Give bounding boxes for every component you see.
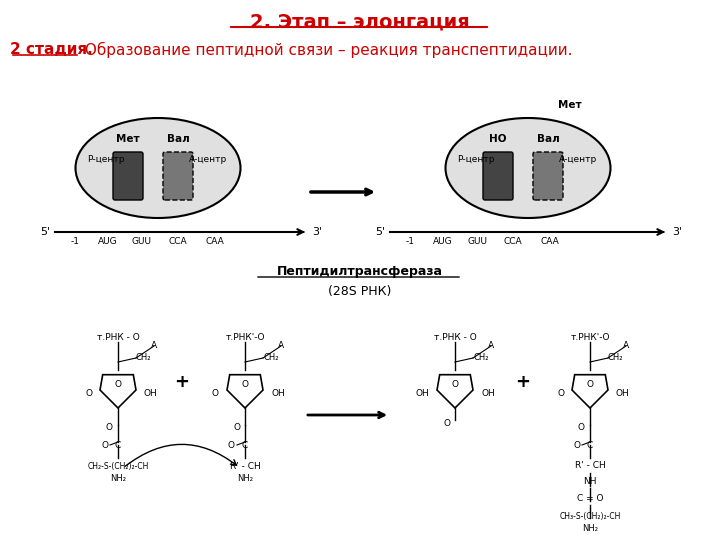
- Text: O: O: [114, 381, 122, 389]
- Text: OH: OH: [481, 389, 495, 399]
- Text: O: O: [443, 418, 450, 428]
- Text: НО: НО: [490, 134, 507, 144]
- Text: R' - CH: R' - CH: [230, 462, 261, 471]
- Text: CH₂: CH₂: [473, 354, 488, 362]
- Text: OH: OH: [616, 389, 630, 399]
- Text: +: +: [515, 373, 530, 391]
- Text: (28S РНК): (28S РНК): [328, 286, 392, 299]
- Text: Пептидилтрансфераза: Пептидилтрансфераза: [277, 266, 443, 279]
- Text: NH: NH: [583, 477, 597, 486]
- Text: CAA: CAA: [206, 238, 225, 246]
- Text: C: C: [587, 441, 593, 449]
- Text: CCA: CCA: [168, 238, 187, 246]
- FancyBboxPatch shape: [113, 152, 143, 200]
- Text: O: O: [241, 381, 248, 389]
- Text: O: O: [106, 423, 113, 433]
- Text: 5': 5': [375, 227, 385, 237]
- Text: O: O: [573, 441, 580, 449]
- Text: A: A: [488, 341, 494, 350]
- Text: -1: -1: [405, 238, 415, 246]
- Text: O: O: [212, 389, 219, 399]
- Text: O: O: [101, 441, 108, 449]
- Text: A: A: [278, 341, 284, 350]
- FancyBboxPatch shape: [533, 152, 563, 200]
- Text: А-центр: А-центр: [559, 156, 597, 165]
- Polygon shape: [227, 375, 263, 408]
- Text: OH: OH: [144, 389, 158, 399]
- Text: O: O: [451, 381, 459, 389]
- Text: C = O: C = O: [577, 494, 603, 503]
- Text: 2 стадия.: 2 стадия.: [10, 43, 93, 57]
- Text: CH₂-S-(CH₂)₂-CH: CH₂-S-(CH₂)₂-CH: [87, 462, 149, 471]
- Text: OH: OH: [271, 389, 284, 399]
- Text: A: A: [623, 341, 629, 350]
- Text: C: C: [242, 441, 248, 449]
- Text: NH₂: NH₂: [110, 474, 126, 483]
- Text: GUU: GUU: [467, 238, 487, 246]
- Text: т.РНК - О: т.РНК - О: [433, 333, 477, 342]
- Text: 3': 3': [312, 227, 322, 237]
- Text: т.РНК - О: т.РНК - О: [96, 333, 140, 342]
- Ellipse shape: [76, 118, 240, 218]
- Text: 5': 5': [40, 227, 50, 237]
- Text: Мет: Мет: [116, 134, 140, 144]
- Text: т.РНК'-О: т.РНК'-О: [570, 333, 610, 342]
- Text: AUG: AUG: [98, 238, 118, 246]
- Text: CH₂: CH₂: [136, 354, 151, 362]
- Text: Р-центр: Р-центр: [87, 156, 125, 165]
- Polygon shape: [572, 375, 608, 408]
- Text: 2. Этап – элонгация: 2. Этап – элонгация: [250, 12, 470, 31]
- Text: CAA: CAA: [541, 238, 559, 246]
- Text: CH₃-S-(CH₂)₂-CH: CH₃-S-(CH₂)₂-CH: [559, 512, 621, 521]
- Text: O: O: [85, 389, 92, 399]
- Text: Образование пептидной связи – реакция транспептидации.: Образование пептидной связи – реакция тр…: [80, 42, 572, 58]
- Text: т.РНК'-О: т.РНК'-О: [225, 333, 265, 342]
- Text: R' - CH: R' - CH: [575, 461, 606, 470]
- Text: AUG: AUG: [433, 238, 453, 246]
- Text: -1: -1: [71, 238, 79, 246]
- Text: NH₂: NH₂: [582, 524, 598, 533]
- Text: NH₂: NH₂: [237, 474, 253, 483]
- Text: +: +: [174, 373, 189, 391]
- Text: Р-центр: Р-центр: [457, 156, 495, 165]
- Text: GUU: GUU: [132, 238, 152, 246]
- Text: O: O: [557, 389, 564, 399]
- Text: O: O: [587, 381, 593, 389]
- Text: O: O: [228, 441, 235, 449]
- Text: А-центр: А-центр: [189, 156, 227, 165]
- Text: Мет: Мет: [558, 100, 582, 110]
- FancyBboxPatch shape: [483, 152, 513, 200]
- Ellipse shape: [446, 118, 611, 218]
- Text: O: O: [578, 423, 585, 433]
- Text: A: A: [151, 341, 157, 350]
- Text: CH₂: CH₂: [608, 354, 624, 362]
- Text: C: C: [115, 441, 121, 449]
- FancyBboxPatch shape: [163, 152, 193, 200]
- Text: CH₂: CH₂: [263, 354, 279, 362]
- Text: OH: OH: [415, 389, 429, 399]
- Polygon shape: [100, 375, 136, 408]
- Text: CCA: CCA: [504, 238, 522, 246]
- Polygon shape: [437, 375, 473, 408]
- Text: Вал: Вал: [166, 134, 189, 144]
- Text: Вал: Вал: [536, 134, 559, 144]
- Text: O: O: [233, 423, 240, 433]
- Text: 3': 3': [672, 227, 682, 237]
